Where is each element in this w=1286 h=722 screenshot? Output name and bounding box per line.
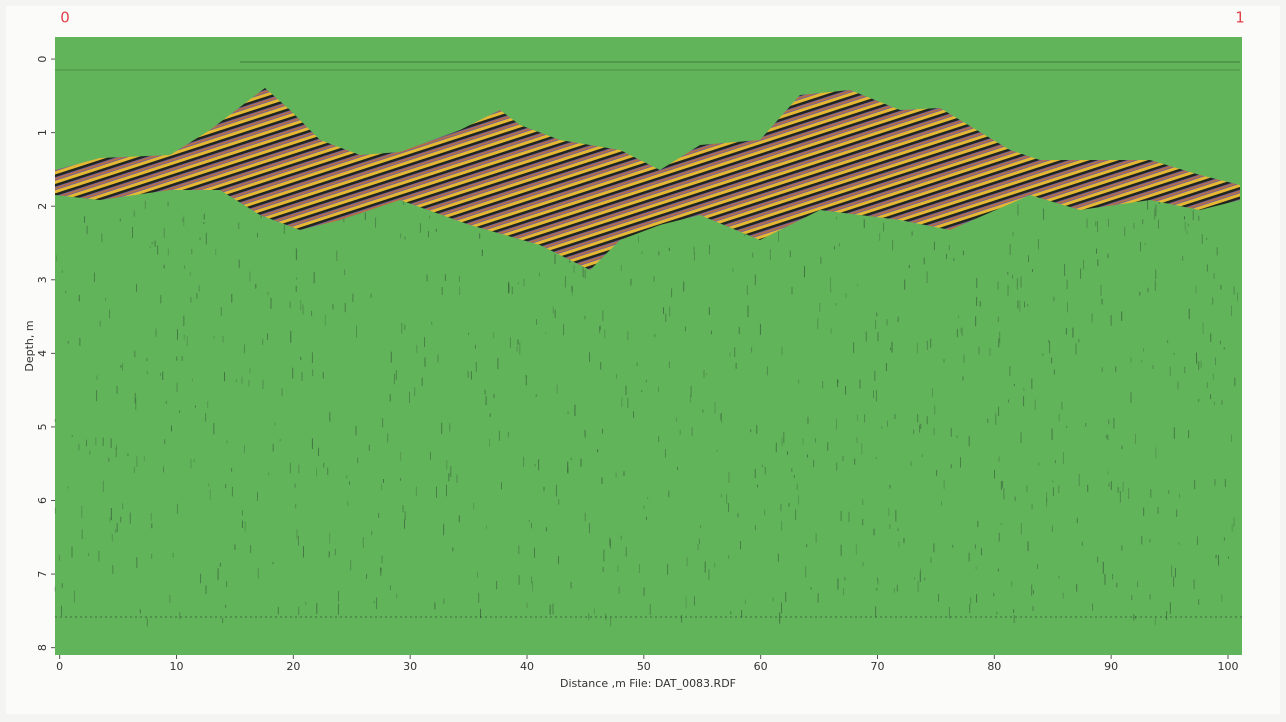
corner-label: 1 [1235,9,1245,27]
x-tick-label: 80 [987,660,1001,673]
x-tick-label: 40 [520,660,534,673]
y-axis-label: Depth, m [23,320,36,371]
y-tick-label: 8 [36,644,49,651]
x-tick-label: 90 [1104,660,1118,673]
y-tick-label: 2 [36,203,49,210]
y-tick-label: 4 [36,350,49,357]
x-tick-label: 60 [754,660,768,673]
x-tick-label: 50 [637,660,651,673]
y-tick-label: 5 [36,423,49,430]
x-tick-label: 10 [170,660,184,673]
corner-label: 0 [60,9,70,27]
x-axis-label: Distance ,m File: DAT_0083.RDF [560,677,736,690]
x-tick-label: 70 [870,660,884,673]
y-tick-label: 1 [36,129,49,136]
y-tick-label: 3 [36,276,49,283]
x-tick-label: 100 [1217,660,1238,673]
reflection-zone [55,88,1240,270]
noise-texture [54,200,1242,627]
x-tick-label: 0 [56,660,63,673]
y-tick-label: 0 [36,56,49,63]
x-tick-label: 20 [286,660,300,673]
y-tick-label: 7 [36,571,49,578]
y-tick-label: 6 [36,497,49,504]
x-tick-label: 30 [403,660,417,673]
